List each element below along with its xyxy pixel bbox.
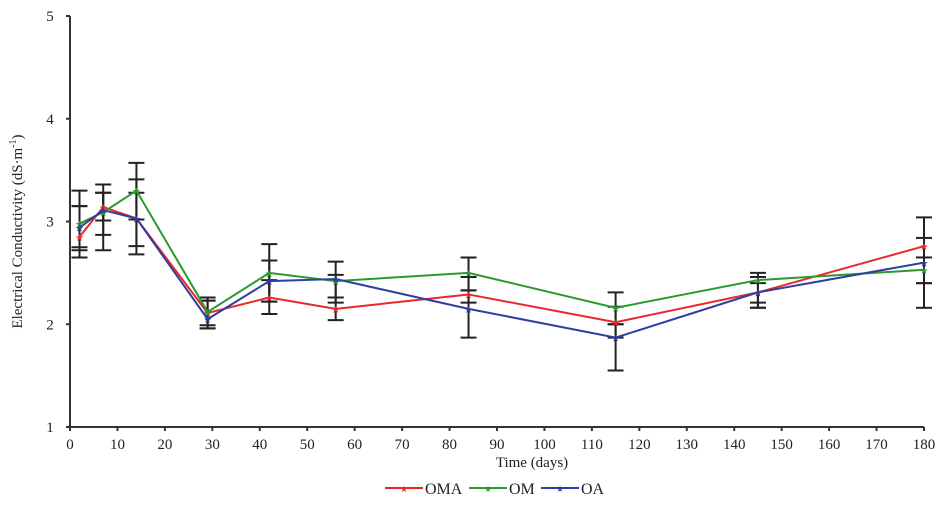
x-tick-label: 160 <box>818 437 841 453</box>
x-axis-title: Time (days) <box>496 455 568 471</box>
x-tick-label: 170 <box>865 437 888 453</box>
data-point-oa: ★ <box>611 334 620 345</box>
legend-label: OM <box>509 481 535 498</box>
y-axis-title: Electrical Conductivity (dS·m-1) <box>8 134 26 328</box>
x-tick-label: 40 <box>252 437 267 453</box>
data-point-oa: ★ <box>203 315 212 326</box>
data-point-om: ★ <box>75 220 84 231</box>
data-point-oa: ★ <box>132 214 141 225</box>
data-point-oma: ★ <box>75 233 84 244</box>
x-tick-label: 120 <box>628 437 651 453</box>
data-point-oma: ★ <box>611 318 620 329</box>
error-bar-oa <box>460 275 477 339</box>
legend-item-oa: ★ OA <box>541 481 605 498</box>
data-point-oma: ★ <box>265 294 274 305</box>
data-point-om: ★ <box>265 269 274 280</box>
x-tick-label: 20 <box>157 437 172 453</box>
x-tick-label: 70 <box>395 437 410 453</box>
data-point-oa: ★ <box>464 305 473 316</box>
x-tick-label: 130 <box>676 437 699 453</box>
y-ticks: 1 2 3 4 5 <box>46 9 70 436</box>
data-point-oma: ★ <box>331 305 340 316</box>
x-tick-label: 0 <box>66 437 74 453</box>
error-bar-oa <box>916 236 932 285</box>
data-point-oa: ★ <box>75 224 84 235</box>
data-point-oma: ★ <box>464 290 473 301</box>
x-tick-label: 110 <box>581 437 603 453</box>
y-tick-label: 4 <box>46 112 54 128</box>
data-point-oma: ★ <box>753 288 762 299</box>
series-line-oa <box>78 209 925 339</box>
error-bar-oa <box>199 299 216 330</box>
data-point-oa: ★ <box>920 259 929 270</box>
data-point-om: ★ <box>753 276 762 287</box>
data-point-oa: ★ <box>753 288 762 299</box>
series-line-oma <box>78 205 925 324</box>
error-bars <box>71 161 932 372</box>
data-point-oa: ★ <box>99 206 108 217</box>
legend-item-oma: ★ OMA <box>385 481 463 498</box>
x-tick-label: 80 <box>442 437 457 453</box>
data-point-oa: ★ <box>331 275 340 286</box>
error-bar-oa <box>607 323 624 372</box>
legend-marker-icon: ★ <box>484 484 492 494</box>
data-point-om: ★ <box>464 269 473 280</box>
x-tick-label: 180 <box>913 437 936 453</box>
x-tick-label: 10 <box>110 437 125 453</box>
data-point-oa: ★ <box>265 277 274 288</box>
data-point-oma: ★ <box>99 203 108 214</box>
data-point-om: ★ <box>132 187 141 198</box>
y-tick-label: 5 <box>46 9 54 25</box>
data-point-om: ★ <box>920 266 929 277</box>
axes <box>69 16 924 428</box>
data-point-oma: ★ <box>920 242 929 253</box>
data-point-om: ★ <box>99 208 108 219</box>
error-bar-oa <box>128 191 145 256</box>
x-tick-label: 90 <box>490 437 505 453</box>
series-lines: ★★★★★★★★★★★★★★★★★★★★★★★★★ ★★★★★ <box>75 187 929 345</box>
legend-label: OA <box>581 481 605 498</box>
legend-marker-icon: ★ <box>400 484 408 494</box>
legend-item-om: ★ OM <box>469 481 535 498</box>
x-tick-label: 150 <box>770 437 793 453</box>
data-point-oma: ★ <box>203 309 212 320</box>
legend-marker-icon: ★ <box>556 484 564 494</box>
y-tick-label: 2 <box>46 317 54 333</box>
data-point-om: ★ <box>331 277 340 288</box>
legend-label: OMA <box>425 481 463 498</box>
x-ticks: 0 10 20 30 40 50 60 70 80 90 100 110 120 130 140 150 160… <box>66 427 935 453</box>
x-tick-label: 60 <box>347 437 362 453</box>
legend: ★ OMA ★ OM ★ OA <box>385 481 605 498</box>
data-point-om: ★ <box>611 304 620 315</box>
y-tick-label: 3 <box>46 215 54 231</box>
x-tick-label: 50 <box>300 437 315 453</box>
x-tick-label: 140 <box>723 437 746 453</box>
y-tick-label: 1 <box>46 420 54 436</box>
x-tick-label: 30 <box>205 437 220 453</box>
y-axis-title-main: Electrical Conductivity (dS·m <box>10 147 26 328</box>
x-tick-label: 100 <box>533 437 556 453</box>
y-axis-title-superscript: -1 <box>8 139 19 147</box>
series-line-om <box>79 189 925 314</box>
error-bar-oa <box>71 205 88 252</box>
y-axis-title-close: ) <box>10 134 26 139</box>
data-point-om: ★ <box>203 308 212 319</box>
